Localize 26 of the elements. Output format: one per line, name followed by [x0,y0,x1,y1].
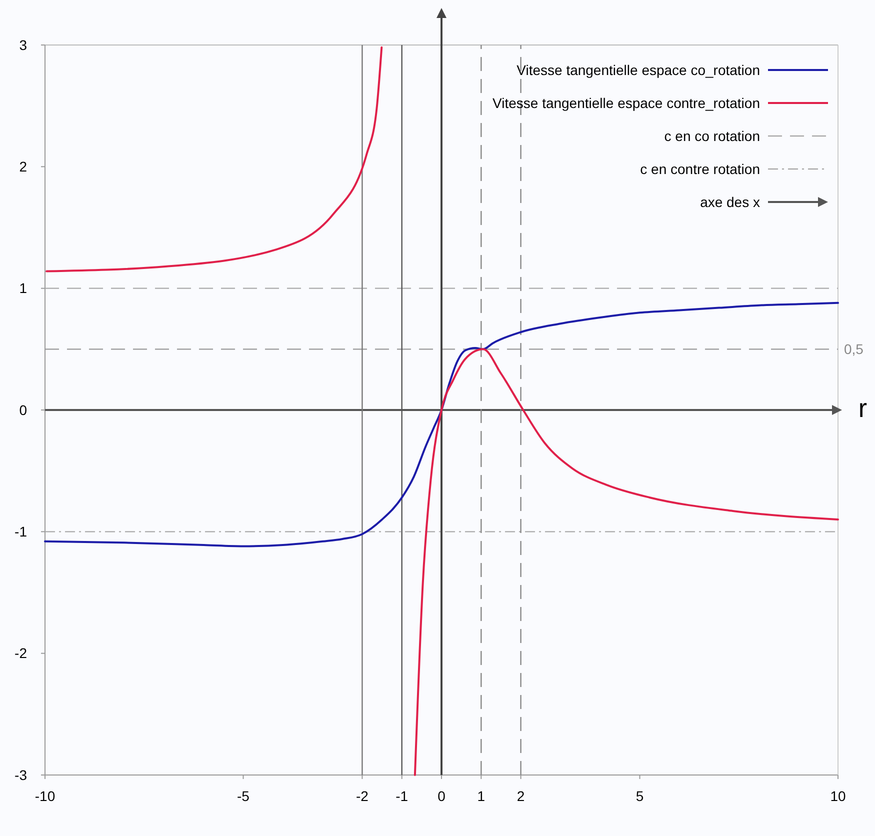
line-series [46,46,383,272]
legend-label: Vitesse tangentielle espace contre_rotation [492,94,760,111]
y-tick-label: 0 [19,402,28,418]
y-tick-label: -1 [14,524,28,540]
x-tick-label: 10 [830,788,846,804]
y-tick-label: -3 [14,766,28,783]
x-axis-title: r [858,393,868,424]
x-tick-label: -2 [356,788,369,804]
x-tick-label: -5 [237,788,250,804]
y-tick-label: 3 [19,36,28,53]
y-tick-label: -2 [14,645,28,662]
x-tick-label: -1 [396,788,408,804]
x-tick-label: 1 [477,788,486,804]
x-tick-label: 0 [438,788,446,804]
legend-label: axe des x [700,194,760,210]
line-series [414,348,839,776]
line-series [44,302,839,548]
y-tick-label: 1 [19,280,28,296]
x-tick-label: 5 [636,788,644,804]
legend-label: c en contre rotation [640,160,760,177]
legend-label: c en co rotation [664,128,760,144]
x-tick-label: 2 [516,788,525,804]
legend-label: Vitesse tangentielle espace co_rotation [516,62,760,78]
x-tick-label: -10 [34,788,56,804]
y-tick-label: 2 [19,158,28,175]
annotation: 0,5 [844,341,864,358]
